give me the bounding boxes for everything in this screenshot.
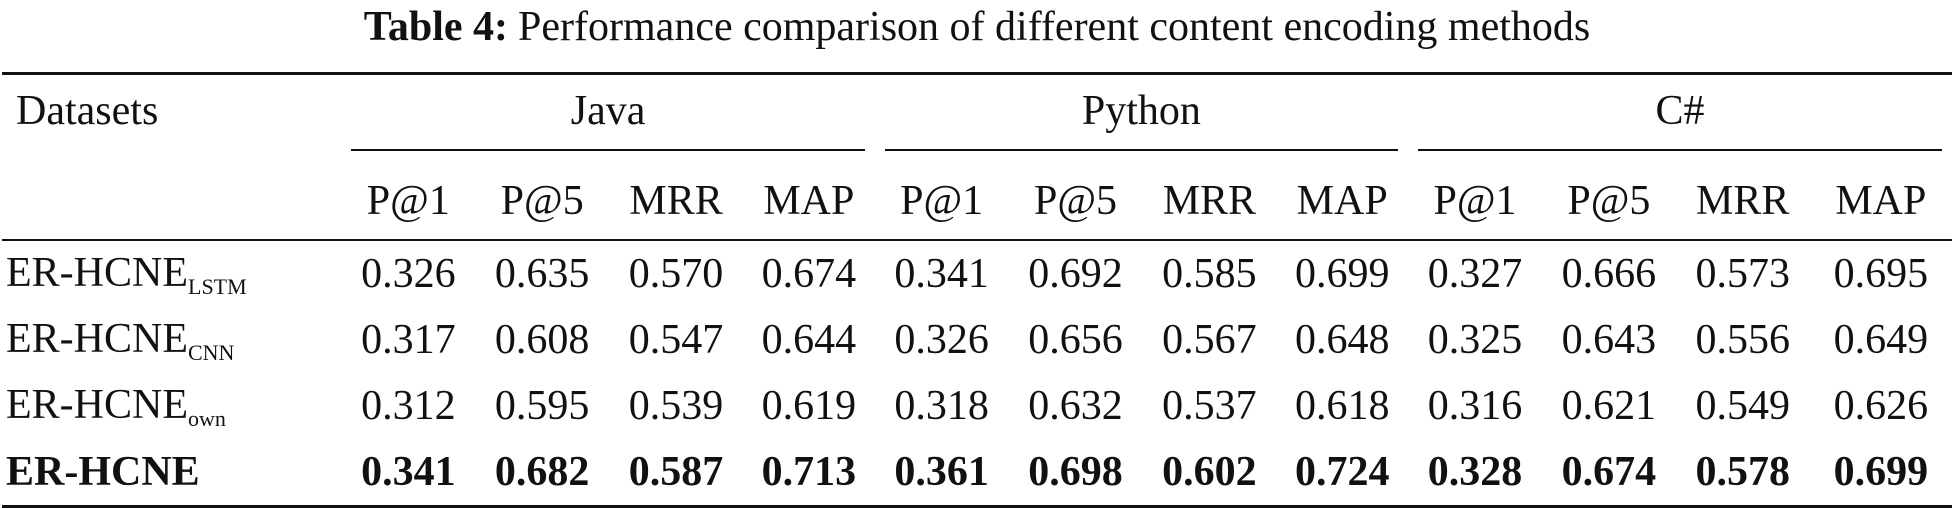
table-cell: 0.713 (761, 449, 857, 495)
metric-header: P@1 (1433, 178, 1517, 224)
metric-header: MAP (1835, 178, 1927, 224)
table-cell: 0.549 (1695, 383, 1790, 429)
table-cell: 0.626 (1833, 383, 1929, 429)
table-cell: 0.341 (361, 449, 456, 495)
method-base: ER-HCNE (6, 449, 200, 495)
table-cell: 0.326 (894, 317, 989, 363)
method-name: ER-HCNECNN (2, 307, 341, 373)
table-cell: 0.595 (494, 383, 590, 429)
metric-header: P@1 (900, 178, 984, 224)
method-subscript: LSTM (188, 273, 247, 299)
table-cell: 0.635 (494, 251, 590, 297)
table-cell: 0.698 (1028, 449, 1123, 495)
method-name: ER-HCNELSTM (2, 240, 341, 307)
metric-header: P@5 (1567, 178, 1651, 224)
method-subscript: own (188, 405, 226, 431)
metric-header: MRR (629, 178, 723, 224)
table-cell: 0.341 (894, 251, 989, 297)
table-cell: 0.537 (1162, 383, 1257, 429)
table-cell: 0.325 (1427, 317, 1523, 363)
table-cell: 0.602 (1162, 449, 1257, 495)
table-body: ER-HCNELSTM 0.326 0.635 0.570 0.674 0.341 0.69… (2, 240, 1952, 507)
table-cell: 0.573 (1695, 251, 1790, 297)
table-cell: 0.312 (361, 383, 456, 429)
table-cell: 0.649 (1833, 317, 1929, 363)
table-cell: 0.643 (1561, 317, 1657, 363)
header-row-groups: Datasets Java Python C# (2, 73, 1952, 164)
table-cell: 0.619 (761, 383, 857, 429)
table-cell: 0.695 (1833, 251, 1929, 297)
table-cell: 0.692 (1028, 251, 1123, 297)
table-cell: 0.724 (1294, 449, 1390, 495)
metric-header: P@5 (500, 178, 584, 224)
header-row-metrics: P@1 P@5 MRR MAP P@1 P@5 MRR MAP P@1 P@5 … (2, 163, 1952, 240)
metric-header: MAP (763, 178, 855, 224)
table-cell: 0.328 (1427, 449, 1523, 495)
table-cell: 0.587 (628, 449, 724, 495)
table-row: ER-HCNEown 0.312 0.595 0.539 0.619 0.318 0.632… (2, 373, 1952, 439)
table-cell: 0.674 (761, 251, 857, 297)
table-cell: 0.317 (361, 317, 456, 363)
method-subscript: CNN (188, 339, 235, 365)
table-cell: 0.567 (1162, 317, 1257, 363)
table-label: Table 4: (363, 4, 509, 50)
method-base: ER-HCNE (6, 381, 188, 428)
method-base: ER-HCNE (6, 249, 188, 296)
metric-header: MRR (1696, 178, 1790, 224)
table-cell: 0.327 (1427, 251, 1523, 297)
table-title: Performance comparison of different cont… (518, 4, 1591, 50)
table-cell: 0.316 (1427, 383, 1523, 429)
table-row: ER-HCNECNN 0.317 0.608 0.547 0.644 0.326 0.656… (2, 307, 1952, 373)
table-cell: 0.644 (761, 317, 857, 363)
results-table: Datasets Java Python C# P@1 P@5 MRR MAP … (2, 72, 1952, 508)
table-cell: 0.326 (361, 251, 456, 297)
table-cell: 0.699 (1833, 449, 1929, 495)
table-cell: 0.570 (628, 251, 724, 297)
table-cell: 0.318 (894, 383, 989, 429)
table-cell: 0.656 (1028, 317, 1123, 363)
table-cell: 0.618 (1294, 383, 1390, 429)
table-cell: 0.648 (1294, 317, 1390, 363)
table-cell: 0.674 (1561, 449, 1657, 495)
method-name: ER-HCNEown (2, 373, 341, 439)
table-row: ER-HCNELSTM 0.326 0.635 0.570 0.674 0.341 0.69… (2, 240, 1952, 307)
table-cell: 0.682 (494, 449, 590, 495)
table-cell: 0.547 (628, 317, 724, 363)
method-base: ER-HCNE (6, 315, 188, 362)
datasets-header: Datasets (16, 88, 159, 134)
table-cell: 0.361 (894, 449, 989, 495)
table-cell: 0.699 (1294, 251, 1390, 297)
group-header-csharp: C# (1408, 74, 1952, 164)
metric-header: P@1 (366, 178, 450, 224)
metric-header: MAP (1296, 178, 1388, 224)
table-cell: 0.608 (494, 317, 590, 363)
group-header-python: Python (875, 74, 1408, 164)
table-cell: 0.556 (1695, 317, 1790, 363)
table-cell: 0.585 (1162, 251, 1257, 297)
metric-header: P@5 (1034, 178, 1118, 224)
table-row: ER-HCNE 0.341 0.682 0.587 0.713 0.361 0.698 0.6… (2, 439, 1952, 507)
table-cell: 0.632 (1028, 383, 1123, 429)
table-cell: 0.621 (1561, 383, 1657, 429)
table-caption: Table 4: Performance comparison of differ… (0, 6, 1954, 56)
metric-header: MRR (1162, 178, 1257, 224)
table-cell: 0.578 (1695, 449, 1790, 495)
method-name: ER-HCNE (2, 439, 341, 507)
table-cell: 0.539 (628, 383, 724, 429)
group-header-java: Java (341, 74, 874, 164)
table-cell: 0.666 (1561, 251, 1657, 297)
